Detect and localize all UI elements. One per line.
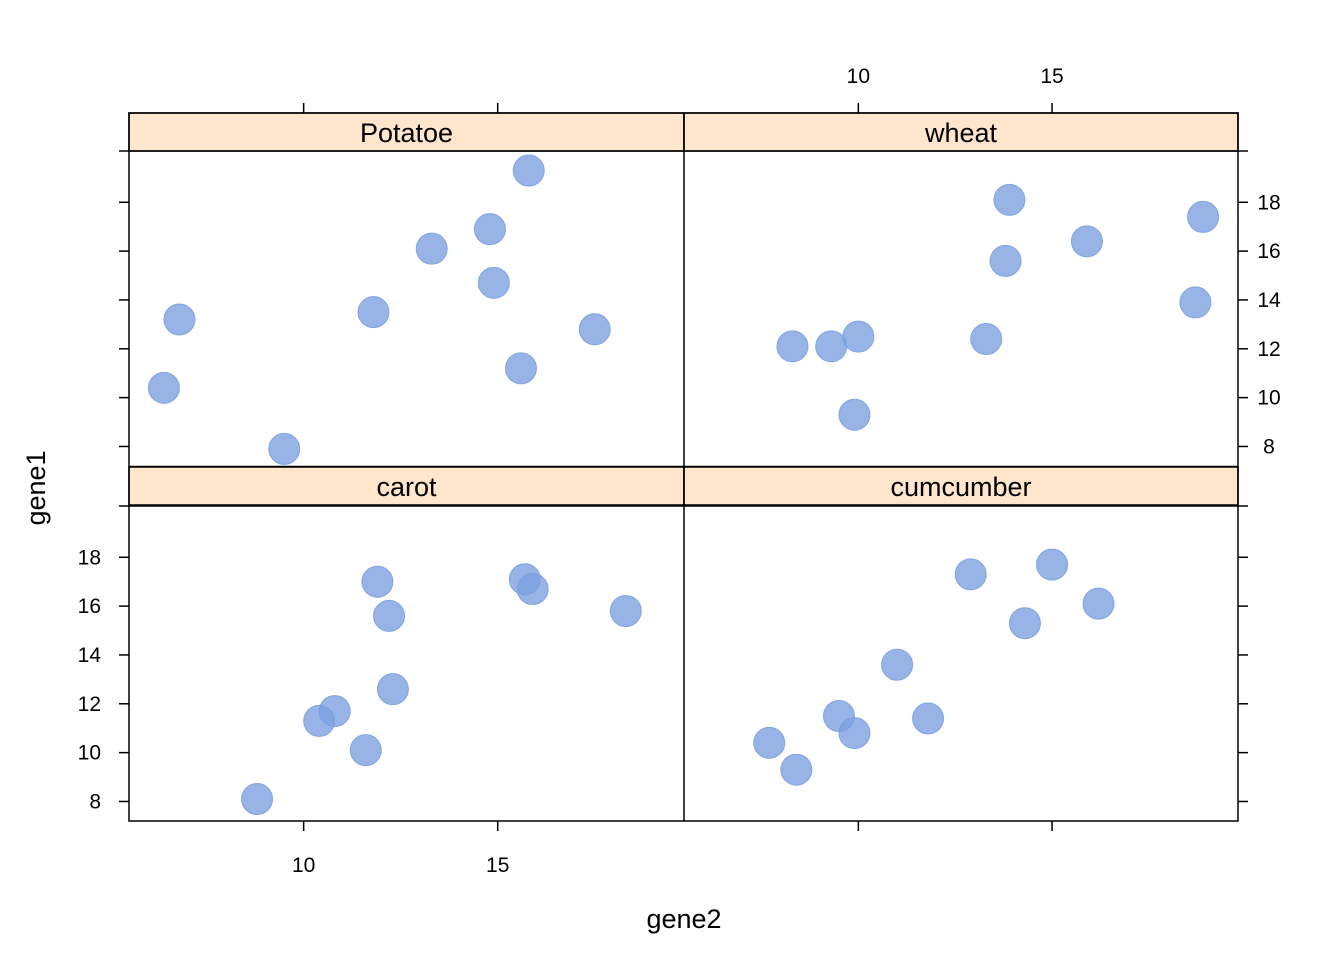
data-point xyxy=(970,323,1003,356)
data-point xyxy=(349,734,382,767)
y-axis-title: gene1 xyxy=(21,450,51,525)
panel-potatoe: Potatoe xyxy=(128,112,685,465)
x-tick-label: 10 xyxy=(292,854,315,877)
y-tick-label: 16 xyxy=(1257,240,1280,263)
data-point xyxy=(376,673,409,706)
data-point xyxy=(473,213,506,246)
data-point xyxy=(578,313,611,346)
data-point xyxy=(477,266,510,299)
data-point xyxy=(753,726,786,759)
panel-carot: carot xyxy=(128,466,685,816)
y-tick-label: 16 xyxy=(78,595,101,618)
data-point xyxy=(147,371,180,404)
data-point xyxy=(954,558,987,591)
data-point xyxy=(1036,548,1069,581)
data-point xyxy=(504,352,537,385)
data-point xyxy=(373,599,406,632)
data-point xyxy=(881,648,914,681)
y-tick-label: 14 xyxy=(1257,289,1281,312)
y-tick-label: 18 xyxy=(1257,191,1280,214)
data-point xyxy=(780,753,813,786)
data-point xyxy=(241,783,274,816)
data-point xyxy=(609,595,642,627)
data-point xyxy=(268,432,301,465)
y-tick-label: 12 xyxy=(1257,338,1280,361)
data-point xyxy=(516,573,549,606)
y-tick-label: 18 xyxy=(78,546,101,569)
strip-label-potatoe: Potatoe xyxy=(360,118,453,148)
data-point xyxy=(989,244,1022,277)
strip-label-carot: carot xyxy=(376,472,437,502)
data-point xyxy=(912,702,945,735)
x-tick-label: 15 xyxy=(486,854,509,877)
data-point xyxy=(1008,607,1041,640)
panel-cumcumber: cumcumber xyxy=(683,466,1239,786)
y-tick-label: 14 xyxy=(78,644,102,667)
data-point xyxy=(1070,225,1103,258)
data-point xyxy=(163,303,196,336)
y-tick-label: 10 xyxy=(78,742,101,765)
data-point xyxy=(838,717,871,750)
data-point xyxy=(993,183,1026,216)
data-point xyxy=(361,565,394,598)
strip-label-wheat: wheat xyxy=(924,118,998,148)
x-tick-label: 15 xyxy=(1040,65,1063,88)
y-tick-label: 10 xyxy=(1257,387,1280,410)
panel-wheat: wheat xyxy=(683,112,1239,431)
x-tick-label: 10 xyxy=(847,65,870,88)
data-point xyxy=(776,330,809,363)
data-point xyxy=(318,695,351,728)
data-point xyxy=(512,154,545,187)
panel-grid: Potatoe wheat carot cumcumber xyxy=(128,112,1239,816)
strip-potatoe xyxy=(128,112,685,152)
data-point xyxy=(838,398,871,431)
data-point xyxy=(1179,286,1212,319)
data-point xyxy=(1187,200,1220,233)
x-axis-title: gene2 xyxy=(646,904,721,934)
y-tick-label: 12 xyxy=(78,693,101,716)
data-point xyxy=(357,296,390,329)
y-tick-label: 8 xyxy=(89,790,101,813)
data-point xyxy=(1082,587,1115,620)
strip-cumcumber xyxy=(683,466,1239,506)
data-point xyxy=(842,320,875,353)
y-tick-label: 8 xyxy=(1263,435,1275,458)
axes: 10 10 15 15 8 8 10 10 12 12 14 14 16 16 18 18 xyxy=(78,65,1281,877)
strip-label-cumcumber: cumcumber xyxy=(890,472,1031,502)
data-point xyxy=(815,330,848,363)
strip-carot xyxy=(128,466,685,506)
data-point xyxy=(415,232,448,265)
